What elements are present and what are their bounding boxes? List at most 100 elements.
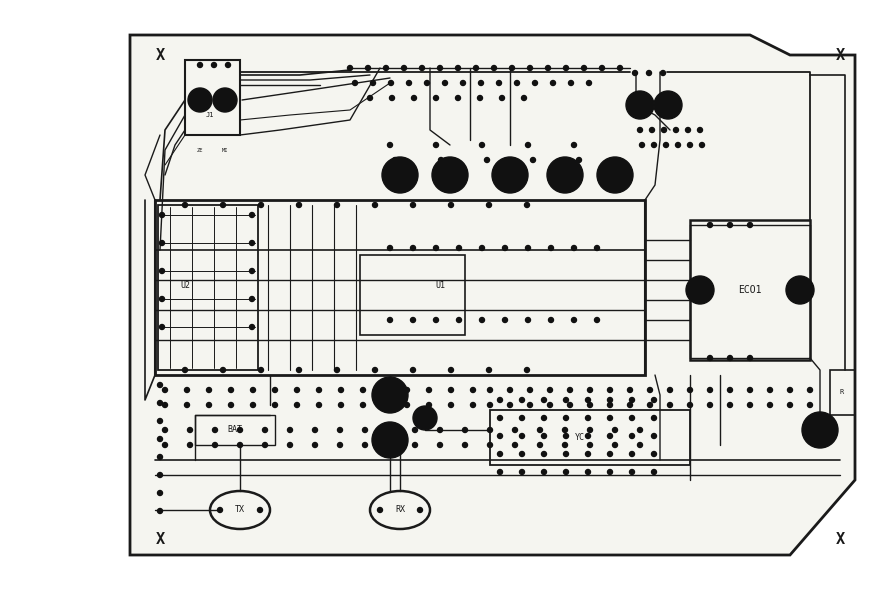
Circle shape bbox=[748, 387, 752, 393]
Text: X: X bbox=[155, 533, 164, 547]
Circle shape bbox=[497, 397, 503, 402]
Circle shape bbox=[295, 387, 299, 393]
Circle shape bbox=[160, 268, 164, 274]
Circle shape bbox=[530, 158, 535, 162]
Circle shape bbox=[366, 65, 370, 70]
Circle shape bbox=[613, 427, 617, 433]
Circle shape bbox=[426, 387, 432, 393]
Circle shape bbox=[258, 202, 264, 208]
Circle shape bbox=[548, 387, 552, 393]
Circle shape bbox=[542, 434, 546, 439]
Circle shape bbox=[519, 415, 525, 421]
Circle shape bbox=[708, 387, 712, 393]
Circle shape bbox=[700, 142, 704, 148]
Circle shape bbox=[567, 387, 573, 393]
Circle shape bbox=[639, 142, 645, 148]
Circle shape bbox=[410, 368, 416, 372]
Circle shape bbox=[185, 402, 189, 408]
Circle shape bbox=[519, 469, 525, 474]
Circle shape bbox=[338, 402, 344, 408]
Circle shape bbox=[588, 443, 592, 447]
Circle shape bbox=[588, 387, 592, 393]
Circle shape bbox=[250, 212, 255, 218]
Circle shape bbox=[727, 223, 733, 227]
Circle shape bbox=[413, 427, 417, 433]
Circle shape bbox=[160, 296, 164, 302]
Text: X: X bbox=[836, 533, 844, 547]
Circle shape bbox=[564, 415, 568, 421]
Circle shape bbox=[497, 434, 503, 439]
Circle shape bbox=[220, 368, 226, 372]
Circle shape bbox=[525, 202, 529, 208]
Circle shape bbox=[492, 157, 528, 193]
Circle shape bbox=[433, 142, 439, 148]
Text: R: R bbox=[840, 389, 844, 395]
Circle shape bbox=[512, 427, 518, 433]
Circle shape bbox=[788, 402, 792, 408]
Circle shape bbox=[463, 443, 467, 447]
Circle shape bbox=[433, 318, 439, 322]
Circle shape bbox=[157, 490, 163, 496]
Circle shape bbox=[433, 246, 439, 250]
Circle shape bbox=[313, 443, 318, 447]
Circle shape bbox=[519, 397, 525, 402]
Circle shape bbox=[213, 88, 237, 112]
Circle shape bbox=[407, 80, 411, 86]
Circle shape bbox=[211, 62, 217, 67]
Circle shape bbox=[163, 402, 168, 408]
Circle shape bbox=[372, 377, 408, 413]
Circle shape bbox=[478, 96, 482, 101]
Circle shape bbox=[807, 387, 813, 393]
Bar bbox=[158, 205, 258, 370]
Circle shape bbox=[687, 402, 693, 408]
Circle shape bbox=[594, 318, 599, 322]
Circle shape bbox=[708, 355, 712, 361]
Circle shape bbox=[382, 157, 418, 193]
Circle shape bbox=[564, 65, 568, 70]
Circle shape bbox=[258, 508, 263, 512]
Circle shape bbox=[185, 387, 189, 393]
Circle shape bbox=[527, 65, 533, 70]
Circle shape bbox=[497, 415, 503, 421]
Circle shape bbox=[607, 452, 613, 456]
Circle shape bbox=[273, 387, 277, 393]
Circle shape bbox=[387, 318, 392, 322]
Circle shape bbox=[786, 276, 814, 304]
Circle shape bbox=[377, 508, 383, 512]
Circle shape bbox=[607, 397, 613, 402]
Circle shape bbox=[426, 402, 432, 408]
Circle shape bbox=[456, 246, 462, 250]
Circle shape bbox=[387, 246, 392, 250]
Circle shape bbox=[654, 91, 682, 119]
Circle shape bbox=[335, 202, 339, 208]
Circle shape bbox=[521, 96, 527, 101]
Circle shape bbox=[218, 508, 223, 512]
Circle shape bbox=[727, 355, 733, 361]
Circle shape bbox=[652, 397, 656, 402]
Circle shape bbox=[807, 402, 813, 408]
Circle shape bbox=[387, 142, 392, 148]
Circle shape bbox=[549, 318, 553, 322]
Circle shape bbox=[628, 402, 632, 408]
Circle shape bbox=[160, 212, 164, 218]
Text: X: X bbox=[155, 48, 164, 62]
Circle shape bbox=[362, 427, 368, 433]
Circle shape bbox=[335, 368, 339, 372]
Text: J1: J1 bbox=[206, 112, 214, 118]
Circle shape bbox=[630, 397, 635, 402]
Circle shape bbox=[432, 157, 468, 193]
Circle shape bbox=[485, 158, 489, 162]
Circle shape bbox=[313, 427, 318, 433]
Circle shape bbox=[295, 402, 299, 408]
Circle shape bbox=[630, 452, 635, 456]
Circle shape bbox=[362, 443, 368, 447]
Circle shape bbox=[533, 80, 537, 86]
Circle shape bbox=[647, 402, 653, 408]
Circle shape bbox=[387, 427, 392, 433]
Circle shape bbox=[748, 223, 752, 227]
Circle shape bbox=[337, 443, 343, 447]
Circle shape bbox=[480, 246, 485, 250]
Circle shape bbox=[461, 80, 465, 86]
Circle shape bbox=[250, 324, 255, 330]
Circle shape bbox=[652, 452, 656, 456]
